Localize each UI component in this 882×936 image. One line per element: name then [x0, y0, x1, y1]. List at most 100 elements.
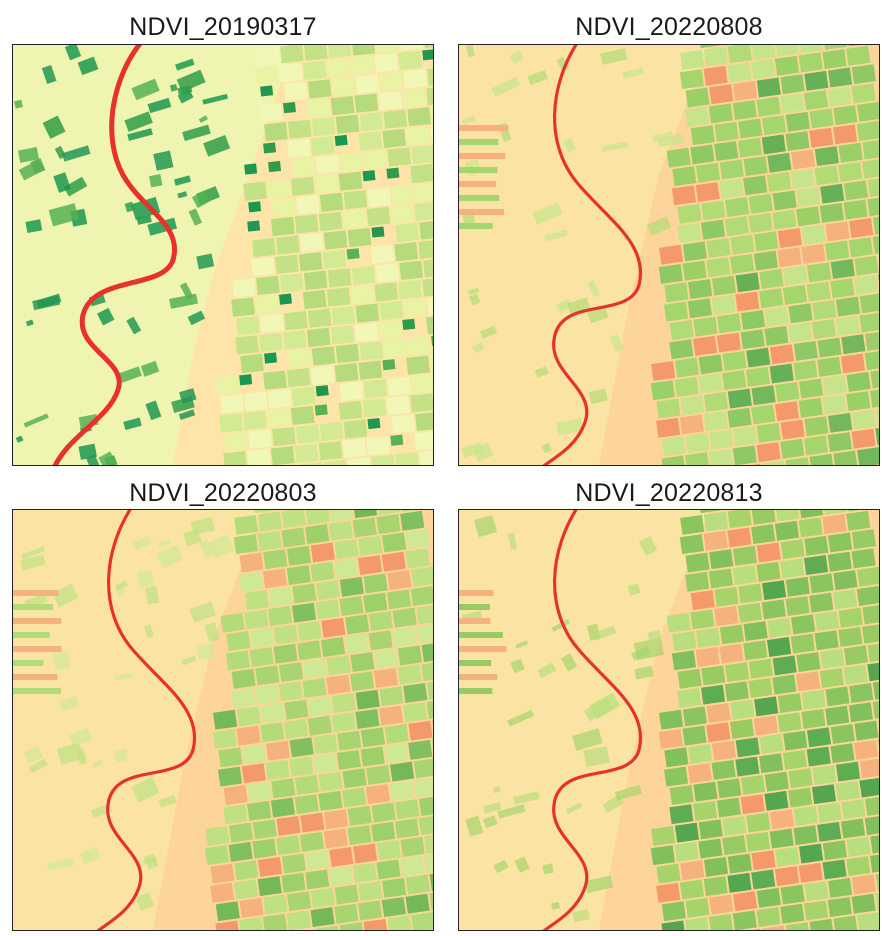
crop-field [703, 411, 728, 432]
crop-field [292, 583, 317, 604]
crop-field [833, 450, 858, 465]
crop-field [838, 607, 863, 628]
crop-field [220, 612, 245, 633]
crop-field [701, 665, 726, 686]
crop-field [239, 374, 253, 386]
crop-field [241, 763, 266, 784]
crop-field [295, 195, 320, 215]
crop-field [867, 177, 879, 197]
crop-field [347, 805, 372, 826]
crop-field [257, 530, 282, 551]
crop-field [862, 623, 879, 644]
crop-field [382, 877, 407, 898]
crop-field [210, 863, 235, 884]
strip-field [459, 618, 491, 624]
crop-field [249, 627, 275, 648]
crop-field [651, 361, 676, 381]
crop-field [351, 45, 376, 56]
vegetation-patch [28, 758, 48, 774]
vegetation-patch [567, 297, 590, 314]
crop-field [698, 373, 723, 394]
crop-field [255, 665, 280, 686]
crop-field [780, 539, 805, 560]
crop-field [812, 765, 837, 785]
crop-field [708, 568, 734, 589]
crop-field [362, 398, 387, 418]
crop-field [294, 214, 319, 234]
crop-field [353, 843, 378, 864]
crop-field [761, 115, 787, 136]
crop-field [328, 866, 354, 887]
crop-field [859, 293, 879, 314]
crop-field [788, 787, 813, 808]
crop-field [273, 643, 298, 664]
crop-field [239, 552, 264, 573]
vegetation-patch [42, 115, 66, 139]
crop-field [272, 197, 296, 217]
crop-field [283, 311, 308, 331]
crop-field [294, 775, 320, 795]
crop-field [290, 405, 315, 426]
crop-field [685, 917, 710, 930]
crop-field [803, 900, 829, 921]
vegetation-patch [124, 201, 135, 213]
crop-field [276, 815, 301, 836]
strip-field [459, 632, 503, 638]
crop-field [703, 511, 729, 532]
crop-field [308, 696, 333, 717]
vegetation-patch [86, 454, 101, 465]
crop-field [268, 586, 293, 607]
vegetation-patch [462, 115, 476, 125]
crop-field [846, 371, 871, 392]
crop-field [740, 329, 765, 350]
crop-field [828, 877, 853, 898]
crop-field [278, 681, 303, 702]
crop-field [650, 845, 675, 866]
crop-field [748, 658, 773, 679]
crop-field [326, 655, 351, 676]
crop-field [865, 330, 879, 351]
crop-field [830, 278, 855, 299]
crop-field [204, 845, 229, 866]
crop-field [788, 768, 813, 789]
crop-field [382, 532, 407, 553]
crop-field [872, 679, 879, 700]
crop-field [368, 611, 393, 632]
crop-field [756, 96, 781, 117]
crop-field [817, 337, 842, 358]
crop-field [714, 141, 739, 161]
crop-field [833, 105, 858, 126]
crop-field [851, 874, 876, 895]
crop-field [664, 747, 689, 768]
crop-field [825, 240, 850, 261]
crop-field [406, 126, 430, 146]
vegetation-patch [507, 532, 518, 551]
crop-field [780, 884, 805, 905]
crop-field [806, 746, 831, 767]
crop-field [315, 385, 329, 397]
crop-field [669, 785, 694, 805]
vegetation-patch [64, 45, 82, 61]
crop-field [772, 190, 797, 211]
crop-field [378, 320, 403, 340]
crop-field [249, 647, 274, 667]
crop-field [257, 876, 282, 897]
river [542, 510, 643, 930]
crop-field [371, 802, 396, 823]
crop-field [680, 49, 705, 70]
crop-field [753, 715, 778, 736]
crop-field [271, 426, 296, 447]
crop-field [798, 397, 823, 418]
vegetation-patch [207, 534, 235, 559]
vegetation-patch [600, 48, 628, 65]
crop-field [661, 436, 686, 457]
crop-field [661, 455, 686, 465]
crop-field [294, 443, 319, 463]
crop-field [374, 282, 399, 302]
crop-field [343, 190, 368, 210]
crop-field [291, 157, 316, 177]
crop-field [740, 794, 765, 815]
strip-field [459, 688, 493, 694]
crop-field [695, 162, 721, 183]
crop-field [822, 375, 847, 396]
